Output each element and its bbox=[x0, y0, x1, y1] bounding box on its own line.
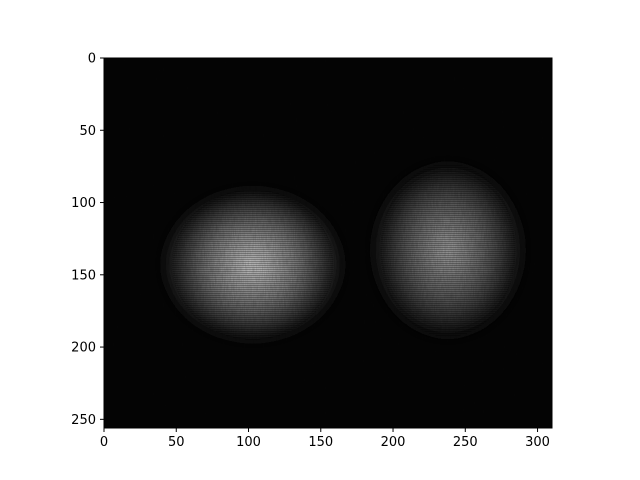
y-tick-label: 250 bbox=[71, 413, 96, 428]
axes-frame bbox=[103, 57, 553, 429]
x-tick-label: 0 bbox=[100, 435, 108, 450]
plot-area bbox=[104, 58, 552, 428]
axes: 0 50 100 150 200 250 300 0 50 100 150 200 250 bbox=[71, 52, 553, 450]
y-tick-label: 0 bbox=[88, 52, 96, 67]
y-tick-label: 200 bbox=[71, 341, 96, 356]
image-noise bbox=[104, 58, 552, 428]
x-tick-label: 200 bbox=[381, 435, 406, 450]
x-tick-label: 250 bbox=[453, 435, 478, 450]
x-tick-label: 150 bbox=[308, 435, 333, 450]
x-tick-label: 300 bbox=[525, 435, 550, 450]
y-tick-label: 150 bbox=[71, 268, 96, 283]
x-tick-label: 50 bbox=[168, 435, 185, 450]
x-tick-label: 100 bbox=[236, 435, 261, 450]
y-tick-label: 50 bbox=[79, 124, 96, 139]
y-tick-label: 100 bbox=[71, 196, 96, 211]
